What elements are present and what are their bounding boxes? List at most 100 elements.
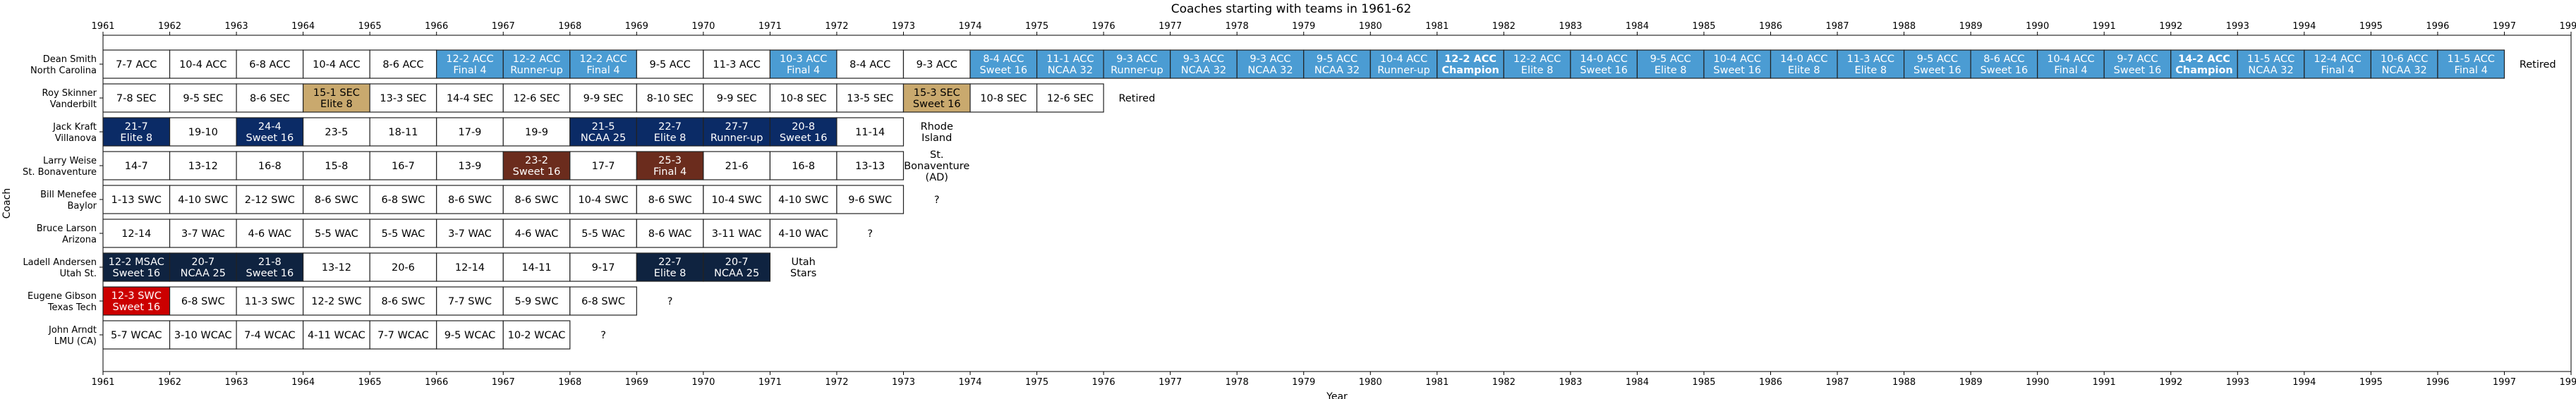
season-cell <box>102 320 171 350</box>
top-tick-label: 1978 <box>1226 21 1249 32</box>
season-label: 4-11 WCAC <box>308 330 365 341</box>
bottom-tick-label: 1985 <box>1692 377 1715 388</box>
season-cell <box>303 320 370 350</box>
top-tick-label: 1993 <box>2226 21 2249 32</box>
top-tick-label: 1989 <box>1959 21 1983 32</box>
season-label: 14-7 <box>125 161 148 172</box>
season-label: 9-9 SEC <box>717 93 757 104</box>
bottom-tick-label: 1961 <box>91 377 114 388</box>
season-cell <box>2237 49 2305 79</box>
top-tick-label: 1980 <box>1359 21 1382 32</box>
season-label: 21-7 Elite 8 <box>120 121 152 144</box>
y-axis-title: Coach <box>1 188 13 219</box>
season-cell <box>169 185 237 214</box>
season-label: 13-13 <box>855 161 885 172</box>
season-cell <box>169 117 237 147</box>
season-label: 12-4 ACC Final 4 <box>2314 54 2361 76</box>
coach-label: Ladell Andersen Utah St. <box>23 257 97 279</box>
season-cell <box>569 219 637 248</box>
season-label: 14-2 ACC Champion <box>2175 54 2233 76</box>
season-label: 10-4 ACC <box>179 59 226 70</box>
season-label: 7-7 ACC <box>116 59 157 70</box>
top-tick-label: 1973 <box>892 21 915 32</box>
season-label: 9-5 ACC Elite 8 <box>1650 54 1691 76</box>
season-cell <box>569 83 637 113</box>
top-tick-label: 1994 <box>2292 21 2316 32</box>
season-label: 9-9 SEC <box>583 93 624 104</box>
bottom-tick-label: 1987 <box>1826 377 1849 388</box>
season-cell <box>369 252 437 282</box>
season-label: 3-7 WAC <box>448 228 492 240</box>
season-label: 22-7 Elite 8 <box>654 257 687 279</box>
bottom-tick-label: 1988 <box>1892 377 1916 388</box>
coach-row: 1-13 SWC 4-10 SWC 2-12 SWC 8-6 SWC 6-8 SWC 8-… <box>102 185 940 214</box>
season-cell <box>102 117 171 147</box>
bottom-tick-label: 1973 <box>892 377 915 388</box>
season-label: 20-6 <box>392 262 415 274</box>
coach-row: 21-7 Elite 8 19-10 24-4 Sweet 16 23-5 18-11 17-… <box>102 117 953 147</box>
season-label: 21-8 Sweet 16 <box>246 257 294 279</box>
season-label: 10-4 ACC <box>313 59 360 70</box>
coach-rows: 7-7 ACC 10-4 ACC 6-8 ACC 10-4 ACC 8-6 ACC 12-… <box>102 49 2556 350</box>
bottom-tick-label: 1969 <box>625 377 648 388</box>
season-cell <box>769 117 837 147</box>
season-cell <box>1036 49 1104 79</box>
season-cell <box>836 185 905 214</box>
season-label: 8-6 ACC Sweet 16 <box>1981 54 2028 76</box>
season-label: 14-4 SEC <box>447 93 493 104</box>
bottom-tick-label: 1983 <box>1559 377 1582 388</box>
coach-label: Roy Skinner Vanderbilt <box>42 88 97 110</box>
season-cell <box>636 83 704 113</box>
bottom-tick-label: 1993 <box>2226 377 2249 388</box>
season-cell <box>102 252 171 282</box>
season-label: 20-7 NCAA 25 <box>714 257 759 279</box>
top-tick-label: 1976 <box>1092 21 1115 32</box>
bottom-tick-label: 1986 <box>1759 377 1782 388</box>
season-cell <box>236 219 304 248</box>
season-label: 15-8 <box>325 161 348 172</box>
season-cell <box>436 117 504 147</box>
season-cell <box>569 252 637 282</box>
season-label: 9-5 ACC Sweet 16 <box>1913 54 1961 76</box>
season-cell <box>2103 49 2172 79</box>
season-label: 10-8 SEC <box>980 93 1027 104</box>
season-label: 8-6 WAC <box>648 228 692 240</box>
season-cell <box>569 286 637 316</box>
season-cell <box>369 320 437 350</box>
season-cell <box>236 117 304 147</box>
season-cell <box>502 83 571 113</box>
season-label: 4-6 WAC <box>515 228 559 240</box>
season-cell <box>502 320 571 350</box>
career-end-label: ? <box>867 228 873 240</box>
top-tick-label: 1996 <box>2426 21 2449 32</box>
season-cell <box>502 252 571 282</box>
season-cell <box>436 286 504 316</box>
top-tick-label: 1968 <box>558 21 581 32</box>
season-cell <box>502 117 571 147</box>
season-cell <box>303 117 370 147</box>
season-label: 3-10 WCAC <box>174 330 232 341</box>
season-cell <box>303 83 370 113</box>
season-cell <box>502 219 571 248</box>
season-label: 9-17 <box>592 262 615 274</box>
season-cell <box>703 117 771 147</box>
season-label: 4-10 WAC <box>778 228 828 240</box>
season-cell <box>1703 49 1772 79</box>
season-label: 9-5 SEC <box>183 93 223 104</box>
top-tick-label: 1986 <box>1759 21 1782 32</box>
season-label: 19-9 <box>525 127 548 138</box>
season-cell <box>902 83 971 113</box>
season-cell <box>436 185 504 214</box>
season-cell <box>169 252 237 282</box>
season-cell <box>836 49 905 79</box>
top-tick-label: 1962 <box>158 21 181 32</box>
top-tick-label: 1979 <box>1292 21 1315 32</box>
season-label: 11-3 SWC <box>245 296 295 307</box>
season-cell <box>236 49 304 79</box>
bottom-tick-label: 1974 <box>958 377 981 388</box>
season-label: 20-8 Sweet 16 <box>780 121 828 144</box>
career-end-label: Rhode Island <box>921 121 953 144</box>
season-cell <box>769 151 837 180</box>
season-cell <box>236 151 304 180</box>
season-label: 12-2 ACC Final 4 <box>579 54 627 76</box>
